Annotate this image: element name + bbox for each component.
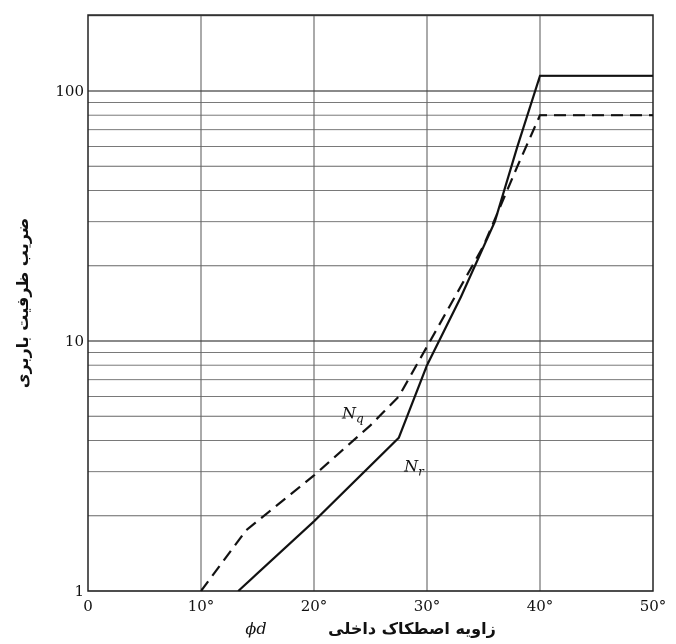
- y-tick-label: 10: [65, 332, 84, 350]
- x-tick-label: 0: [83, 597, 93, 615]
- x-axis-title: زاویه اصطکاک داخلی: [328, 619, 496, 638]
- plot-frame: [87, 14, 654, 592]
- y-axis-title: ضریب ظرفیت باربری: [13, 218, 32, 388]
- x-tick-label: 40°: [527, 597, 554, 615]
- tick-labels: 0 10° 20° 30° 40° 50° 1 10 100: [55, 82, 666, 615]
- grid: [88, 15, 653, 592]
- series-labels: Nq Nr: [341, 403, 425, 478]
- x-tick-label: 20°: [301, 597, 328, 615]
- series-nr-line: [237, 74, 653, 592]
- y-tick-label: 100: [55, 82, 84, 100]
- x-tick-label: 30°: [414, 597, 441, 615]
- series-nq-label: Nq: [341, 403, 364, 425]
- x-tick-label: 10°: [188, 597, 215, 615]
- y-tick-label: 1: [74, 582, 84, 600]
- x-tick-label: 50°: [640, 597, 667, 615]
- x-axis-symbol: ϕd: [245, 619, 266, 638]
- series-nq-line: [200, 114, 653, 592]
- series-layer: [200, 74, 653, 592]
- series-nr-label: Nr: [403, 457, 425, 479]
